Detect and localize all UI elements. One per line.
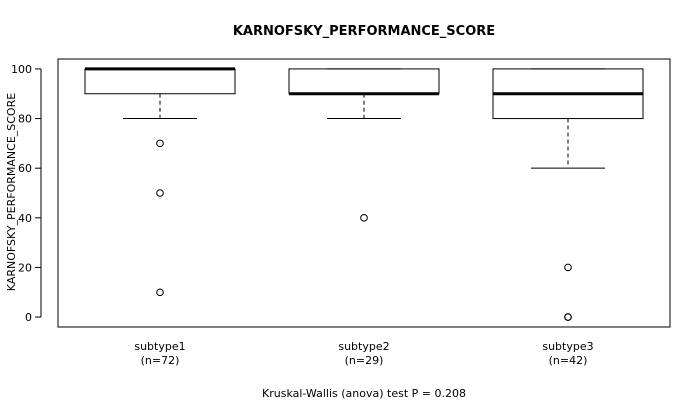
y-tick-label: 0 — [25, 311, 32, 324]
box-subtype1 — [84, 67, 236, 297]
outlier-point — [360, 214, 368, 222]
boxes — [84, 67, 644, 321]
y-tick-label: 20 — [18, 261, 32, 274]
outlier-point — [156, 189, 164, 197]
iqr-box — [288, 68, 440, 95]
category-count-label: (n=72) — [141, 354, 180, 367]
test-footnote: Kruskal-Wallis (anova) test P = 0.208 — [262, 387, 466, 400]
box-subtype2 — [288, 68, 440, 222]
outlier-point — [156, 139, 164, 148]
outlier-point — [156, 288, 164, 297]
category-count-label: (n=29) — [345, 354, 384, 367]
category-count-label: (n=42) — [549, 354, 588, 367]
x-axis-labels: subtype1(n=72) subtype2(n=29) subtype3(n=4… — [134, 340, 593, 367]
plot-frame — [57, 58, 671, 328]
y-axis-label: KARNOFSKY_PERFORMANCE_SCORE — [5, 93, 18, 291]
box-subtype3 — [492, 68, 644, 321]
chart-title: KARNOFSKY_PERFORMANCE_SCORE — [233, 24, 495, 39]
y-tick-label: 40 — [18, 212, 32, 225]
y-tick-label: 60 — [18, 162, 32, 175]
y-tick-label: 100 — [11, 63, 32, 76]
category-label: subtype1 — [134, 340, 185, 353]
iqr-box — [84, 68, 236, 95]
category-label: subtype2 — [338, 340, 389, 353]
y-tick-label: 80 — [18, 113, 32, 126]
outlier-point — [564, 313, 572, 321]
outlier-point — [564, 263, 572, 272]
y-axis: 0 20 40 60 80 100 — [11, 63, 42, 324]
category-label: subtype3 — [542, 340, 593, 353]
